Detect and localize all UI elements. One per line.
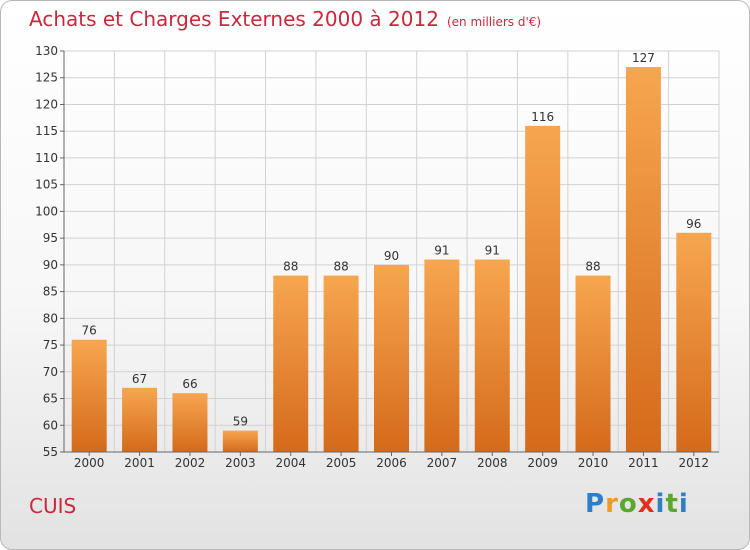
x-tick-label-2001: 2001 xyxy=(124,456,155,470)
value-label-2003: 59 xyxy=(233,415,248,429)
chart-unit: (en milliers d'€) xyxy=(446,15,542,29)
bar-2008 xyxy=(474,259,510,452)
value-label-2006: 90 xyxy=(384,249,399,263)
y-tick-label: 125 xyxy=(35,71,58,85)
value-label-2007: 91 xyxy=(434,244,449,258)
value-label-2000: 76 xyxy=(82,324,97,338)
x-tick-label-2012: 2012 xyxy=(679,456,710,470)
y-tick-label: 120 xyxy=(35,97,58,111)
y-tick-label: 90 xyxy=(43,258,58,272)
y-tick-label: 65 xyxy=(43,392,58,406)
bar-2000 xyxy=(71,339,107,452)
bar-2011 xyxy=(625,67,661,452)
y-tick-label: 105 xyxy=(35,178,58,192)
x-tick-label-2010: 2010 xyxy=(578,456,609,470)
value-label-2010: 88 xyxy=(585,260,600,274)
bar-2012 xyxy=(676,232,712,452)
bar-2006 xyxy=(374,264,409,452)
bar-2007 xyxy=(424,259,460,452)
y-tick-label: 60 xyxy=(43,418,58,432)
bar-2002 xyxy=(172,393,208,452)
value-label-2005: 88 xyxy=(333,260,348,274)
bar-2005 xyxy=(323,275,359,452)
x-tick-label-2007: 2007 xyxy=(427,456,458,470)
x-tick-label-2011: 2011 xyxy=(628,456,659,470)
y-tick-label: 100 xyxy=(35,204,58,218)
y-tick-label: 115 xyxy=(35,124,58,138)
proxiti-logo[interactable]: Proxiti xyxy=(585,489,689,519)
bar-2009 xyxy=(525,125,561,452)
value-label-2002: 66 xyxy=(182,377,197,391)
value-label-2008: 91 xyxy=(485,244,500,258)
value-label-2012: 96 xyxy=(686,217,701,231)
bar-2003 xyxy=(222,430,258,452)
bar-2004 xyxy=(273,275,309,452)
bar-2001 xyxy=(122,387,158,452)
place-name: CUIS xyxy=(29,494,77,518)
chart-title: Achats et Charges Externes 2000 à 2012 (e… xyxy=(29,7,541,31)
y-tick-label: 110 xyxy=(35,151,58,165)
value-label-2009: 116 xyxy=(531,110,554,124)
x-tick-label-2000: 2000 xyxy=(74,456,105,470)
x-tick-label-2004: 2004 xyxy=(275,456,306,470)
y-tick-label: 70 xyxy=(43,365,58,379)
y-tick-label: 75 xyxy=(43,338,58,352)
x-tick-label-2009: 2009 xyxy=(527,456,558,470)
value-label-2011: 127 xyxy=(632,51,655,65)
x-tick-label-2003: 2003 xyxy=(225,456,256,470)
bar-2010 xyxy=(575,275,611,452)
y-tick-label: 55 xyxy=(43,445,58,459)
y-tick-label: 80 xyxy=(43,311,58,325)
x-tick-label-2005: 2005 xyxy=(326,456,357,470)
y-tick-label: 85 xyxy=(43,285,58,299)
value-label-2004: 88 xyxy=(283,260,298,274)
x-tick-label-2008: 2008 xyxy=(477,456,508,470)
chart-title-text: Achats et Charges Externes 2000 à 2012 xyxy=(29,7,439,31)
value-label-2001: 67 xyxy=(132,372,147,386)
x-tick-label-2002: 2002 xyxy=(175,456,206,470)
y-tick-label: 130 xyxy=(35,44,58,58)
x-tick-label-2006: 2006 xyxy=(376,456,407,470)
y-tick-label: 95 xyxy=(43,231,58,245)
